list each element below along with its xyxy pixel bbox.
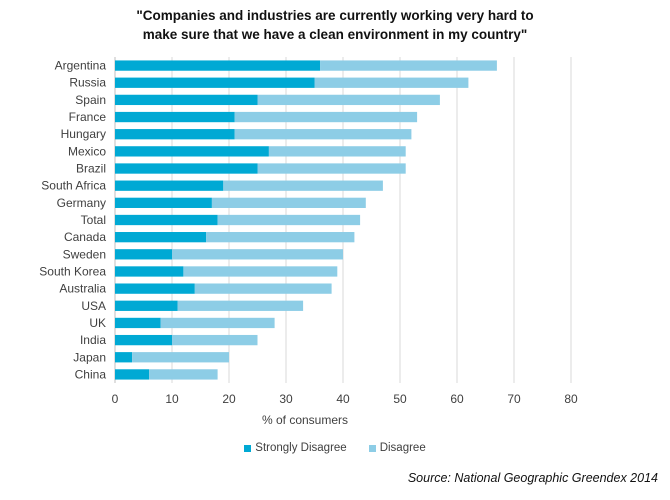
bar-disagree[interactable] xyxy=(234,129,412,140)
bar-disagree[interactable] xyxy=(217,214,361,226)
bar-strongly-disagree[interactable] xyxy=(115,283,195,294)
x-axis-label: % of consumers xyxy=(262,413,348,427)
category-label: USA xyxy=(81,299,106,313)
bar-strongly-disagree[interactable] xyxy=(115,334,172,346)
bar-disagree[interactable] xyxy=(172,334,258,346)
bar-disagree[interactable] xyxy=(132,352,229,363)
bar-strongly-disagree[interactable] xyxy=(115,129,235,140)
legend-item-strongly-disagree[interactable]: Strongly Disagree xyxy=(244,442,347,454)
category-label: Sweden xyxy=(63,247,106,261)
x-tick-label: 60 xyxy=(450,392,464,406)
bar-strongly-disagree[interactable] xyxy=(115,146,269,157)
chart-title: "Companies and industries are currently … xyxy=(0,6,670,44)
bar-disagree[interactable] xyxy=(149,369,218,380)
bar-strongly-disagree[interactable] xyxy=(115,94,258,106)
x-tick-label: 30 xyxy=(279,392,293,406)
category-label: Brazil xyxy=(76,162,106,176)
x-tick-label: 10 xyxy=(165,392,179,406)
category-labels: Argentina Russia Spain France Hungary Mexico B… xyxy=(39,59,106,382)
category-label: South Africa xyxy=(41,179,106,193)
category-label: China xyxy=(75,367,107,381)
category-label: South Korea xyxy=(39,264,106,278)
category-label: Japan xyxy=(73,350,106,364)
bar-disagree[interactable] xyxy=(268,146,406,157)
bar-strongly-disagree[interactable] xyxy=(115,77,315,88)
chart-title-line-1: "Companies and industries are currently … xyxy=(136,8,534,23)
bar-strongly-disagree[interactable] xyxy=(115,369,150,380)
category-label: France xyxy=(69,110,107,124)
bar-strongly-disagree[interactable] xyxy=(115,60,321,71)
bar-disagree[interactable] xyxy=(257,94,440,106)
bars xyxy=(115,60,497,380)
legend-swatch-disagree xyxy=(368,444,376,452)
bar-strongly-disagree[interactable] xyxy=(115,300,178,311)
legend-label-disagree: Disagree xyxy=(379,442,426,454)
bar-strongly-disagree[interactable] xyxy=(115,163,258,174)
x-tick-label: 40 xyxy=(336,392,350,406)
category-label: Canada xyxy=(64,230,106,244)
category-label: Spain xyxy=(75,93,106,107)
bar-disagree[interactable] xyxy=(320,60,497,71)
bar-disagree[interactable] xyxy=(211,197,366,208)
x-tick-label: 0 xyxy=(112,392,119,406)
category-label: Argentina xyxy=(55,59,107,73)
bar-strongly-disagree[interactable] xyxy=(115,232,207,243)
legend-item-disagree[interactable]: Disagree xyxy=(368,442,426,454)
bar-strongly-disagree[interactable] xyxy=(115,214,218,226)
category-label: UK xyxy=(89,316,106,330)
source-note: Source: National Geographic Greendex 201… xyxy=(407,471,658,485)
bar-disagree[interactable] xyxy=(314,77,469,88)
chart-title-line-2: make sure that we have a clean environme… xyxy=(142,27,528,42)
bar-strongly-disagree[interactable] xyxy=(115,111,235,123)
category-label: Australia xyxy=(59,282,106,296)
bar-strongly-disagree[interactable] xyxy=(115,197,212,208)
bar-strongly-disagree[interactable] xyxy=(115,266,184,277)
bar-strongly-disagree[interactable] xyxy=(115,249,172,260)
bar-disagree[interactable] xyxy=(194,283,332,294)
category-label: Mexico xyxy=(68,144,106,158)
category-label: Total xyxy=(81,213,106,227)
bar-strongly-disagree[interactable] xyxy=(115,352,133,363)
bar-disagree[interactable] xyxy=(183,266,338,277)
legend: Strongly Disagree Disagree xyxy=(0,442,670,454)
x-tick-label: 20 xyxy=(222,392,236,406)
bar-disagree[interactable] xyxy=(160,317,275,329)
x-tick-label: 70 xyxy=(507,392,521,406)
gridlines xyxy=(114,57,572,383)
bar-disagree[interactable] xyxy=(206,232,355,243)
bar-strongly-disagree[interactable] xyxy=(115,317,161,329)
category-label: Germany xyxy=(57,196,106,210)
bar-disagree[interactable] xyxy=(177,300,304,311)
bar-disagree[interactable] xyxy=(223,180,383,191)
x-tick-labels: 0 10 20 30 40 50 60 70 80 xyxy=(112,392,578,406)
bar-disagree[interactable] xyxy=(172,249,343,260)
category-label: Russia xyxy=(69,76,106,90)
category-label: India xyxy=(80,333,106,347)
bar-disagree[interactable] xyxy=(257,163,406,174)
x-tick-label: 80 xyxy=(564,392,578,406)
x-tick-label: 50 xyxy=(393,392,407,406)
bar-strongly-disagree[interactable] xyxy=(115,180,224,191)
bar-disagree[interactable] xyxy=(234,111,418,123)
legend-swatch-strongly-disagree xyxy=(244,444,252,452)
legend-label-strongly-disagree: Strongly Disagree xyxy=(255,442,347,454)
category-label: Hungary xyxy=(61,127,106,141)
